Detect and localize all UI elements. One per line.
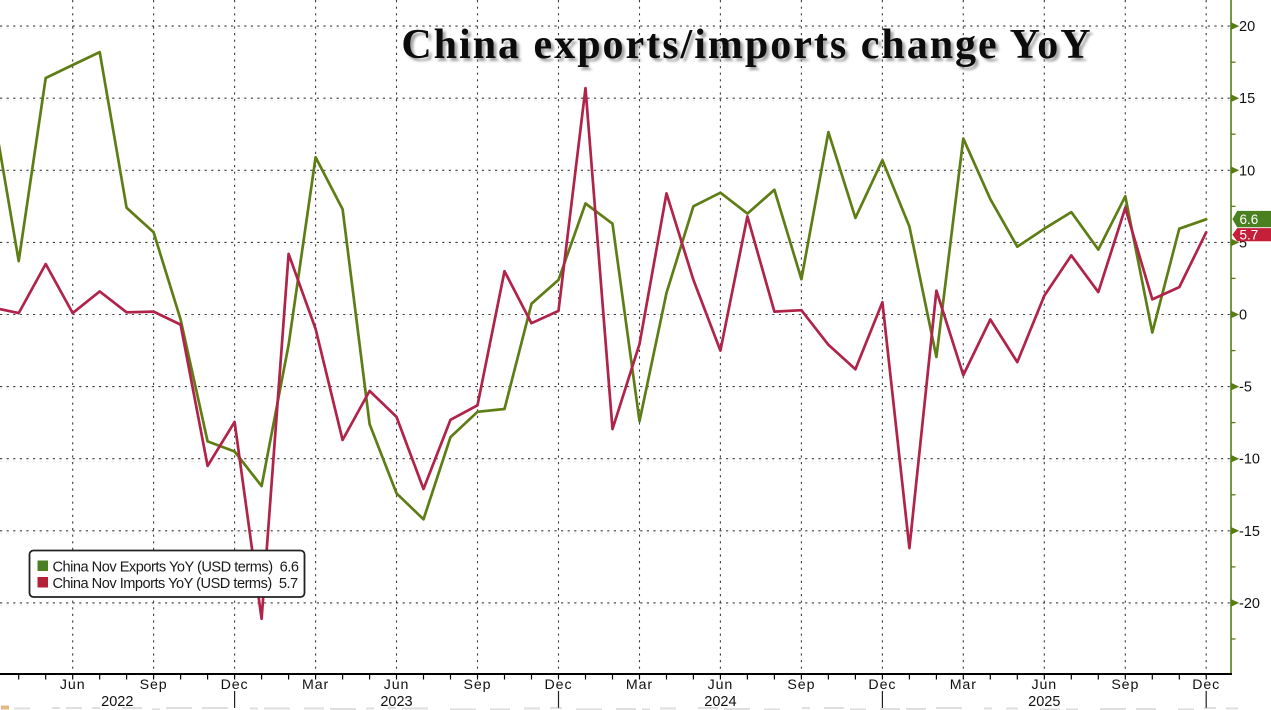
svg-text:2025: 2025 xyxy=(1028,694,1060,710)
svg-text:15: 15 xyxy=(1239,91,1255,107)
svg-text:20: 20 xyxy=(1239,19,1255,35)
svg-text:2022: 2022 xyxy=(101,694,133,710)
svg-text:-10: -10 xyxy=(1239,452,1260,468)
svg-text:Sep: Sep xyxy=(1111,677,1139,693)
svg-text:-20: -20 xyxy=(1239,596,1260,612)
svg-text:China exports/imports change Y: China exports/imports change YoY xyxy=(404,25,1095,71)
svg-text:5: 5 xyxy=(1239,235,1247,251)
svg-text:10: 10 xyxy=(1239,163,1255,179)
svg-text:China Nov Exports YoY (USD ter: China Nov Exports YoY (USD terms) 6.6 xyxy=(53,560,299,576)
svg-text:-15: -15 xyxy=(1239,524,1260,540)
svg-text:Jun: Jun xyxy=(60,677,86,693)
svg-text:Sep: Sep xyxy=(140,677,168,693)
svg-text:Mar: Mar xyxy=(950,677,977,693)
svg-text:-5: -5 xyxy=(1239,380,1252,396)
svg-text:Mar: Mar xyxy=(626,677,653,693)
svg-text:China exports/imports change Y: China exports/imports change YoY xyxy=(401,22,1092,68)
svg-text:Dec: Dec xyxy=(221,677,249,693)
svg-text:Dec: Dec xyxy=(868,677,896,693)
svg-text:2023: 2023 xyxy=(380,694,412,710)
svg-text:Jun: Jun xyxy=(708,677,734,693)
svg-text:6.6: 6.6 xyxy=(1240,212,1259,227)
svg-text:5.7: 5.7 xyxy=(1240,227,1259,242)
svg-text:Dec: Dec xyxy=(545,677,573,693)
svg-text:Sep: Sep xyxy=(464,677,492,693)
svg-text:0: 0 xyxy=(1239,308,1247,324)
svg-text:Sep: Sep xyxy=(787,677,815,693)
svg-text:Jun: Jun xyxy=(384,677,410,693)
svg-text:Jun: Jun xyxy=(1032,677,1058,693)
svg-text:Dec: Dec xyxy=(1192,677,1220,693)
svg-text:2024: 2024 xyxy=(704,694,736,710)
svg-text:Mar: Mar xyxy=(302,677,329,693)
svg-text:China Nov Imports YoY (USD ter: China Nov Imports YoY (USD terms) 5.7 xyxy=(53,576,299,592)
